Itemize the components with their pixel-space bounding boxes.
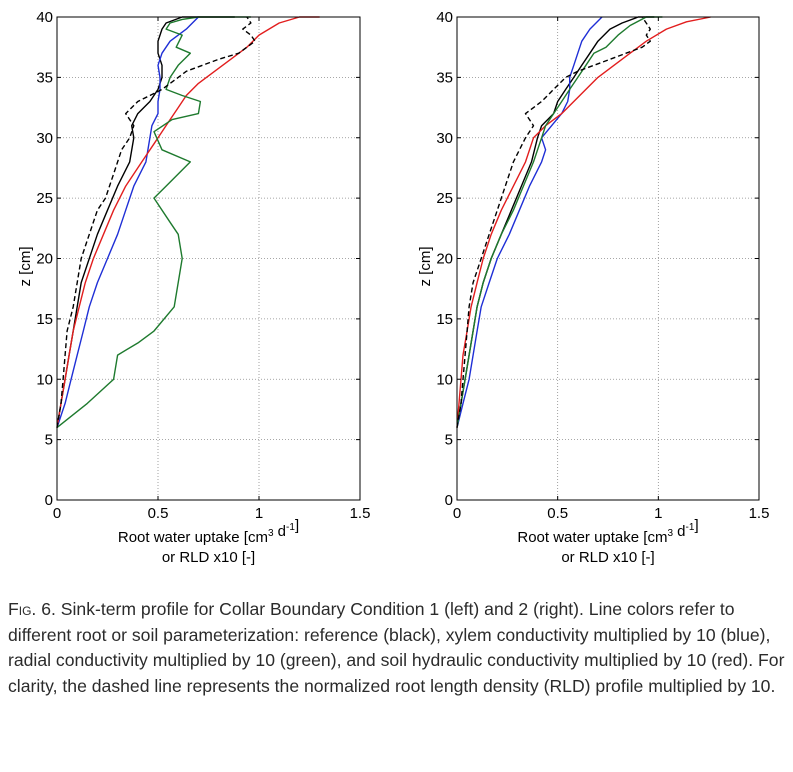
series-line-2 [456,16,711,428]
x-axis-label-line2: or RLD x10 [-] [162,549,255,566]
y-axis-label: z [cm] [17,247,34,287]
x-tick-label: 1 [255,505,263,522]
figure-caption: Fig. 6. Sink-term profile for Collar Bou… [8,597,788,699]
y-tick-label: 5 [45,432,53,449]
y-tick-label: 10 [36,371,53,388]
y-tick-label: 40 [436,9,453,26]
right-panel: 0 0.5 1 1.5 0 5 10 15 20 25 30 35 40 z [cm] Root water… [417,9,769,566]
series-line-3 [456,16,663,428]
y-tick-label: 25 [36,190,53,207]
y-tick-label: 35 [36,69,53,86]
caption-text: Sink-term profile for Collar Boundary Co… [8,599,785,696]
y-axis-label: z [cm] [417,247,434,287]
y-tick-label: 25 [436,190,453,207]
series-line-dashed-rld [456,16,651,428]
x-tick-label: 1.5 [350,505,371,522]
left-panel: 0 0.5 1 1.5 0 5 10 15 20 25 30 35 40 z [cm] Root water… [17,9,370,566]
series-line-2 [56,16,320,428]
y-tick-label: 40 [36,9,53,26]
y-tick-label: 15 [436,311,453,328]
y-tick-label: 0 [45,492,53,509]
series-line-0 [456,16,655,428]
caption-label: Fig. 6. [8,599,56,619]
series-line-1 [56,16,199,428]
x-tick-label: 0.5 [547,505,568,522]
series-line-3 [56,16,251,429]
y-tick-label: 15 [36,311,53,328]
y-tick-label: 35 [436,69,453,86]
y-tick-label: 10 [436,371,453,388]
x-axis-label-line2: or RLD x10 [-] [561,549,654,566]
x-tick-label: 0.5 [148,505,169,522]
y-tick-label: 20 [436,251,453,268]
x-tick-label: 0 [53,505,61,522]
series-line-0 [56,16,235,428]
y-tick-label: 20 [36,251,53,268]
x-axis-label-line1: Root water uptake [cm3 d-1] [517,517,698,546]
y-tick-label: 5 [445,432,453,449]
series-line-dashed-rld [56,16,256,428]
x-tick-label: 1 [654,505,662,522]
y-tick-label: 0 [445,492,453,509]
y-tick-label: 30 [36,130,53,147]
x-tick-label: 0 [453,505,461,522]
y-tick-label: 30 [436,130,453,147]
x-axis-label-line1: Root water uptake [cm3 d-1] [118,517,299,546]
x-tick-label: 1.5 [749,505,770,522]
series-line-1 [456,16,603,428]
